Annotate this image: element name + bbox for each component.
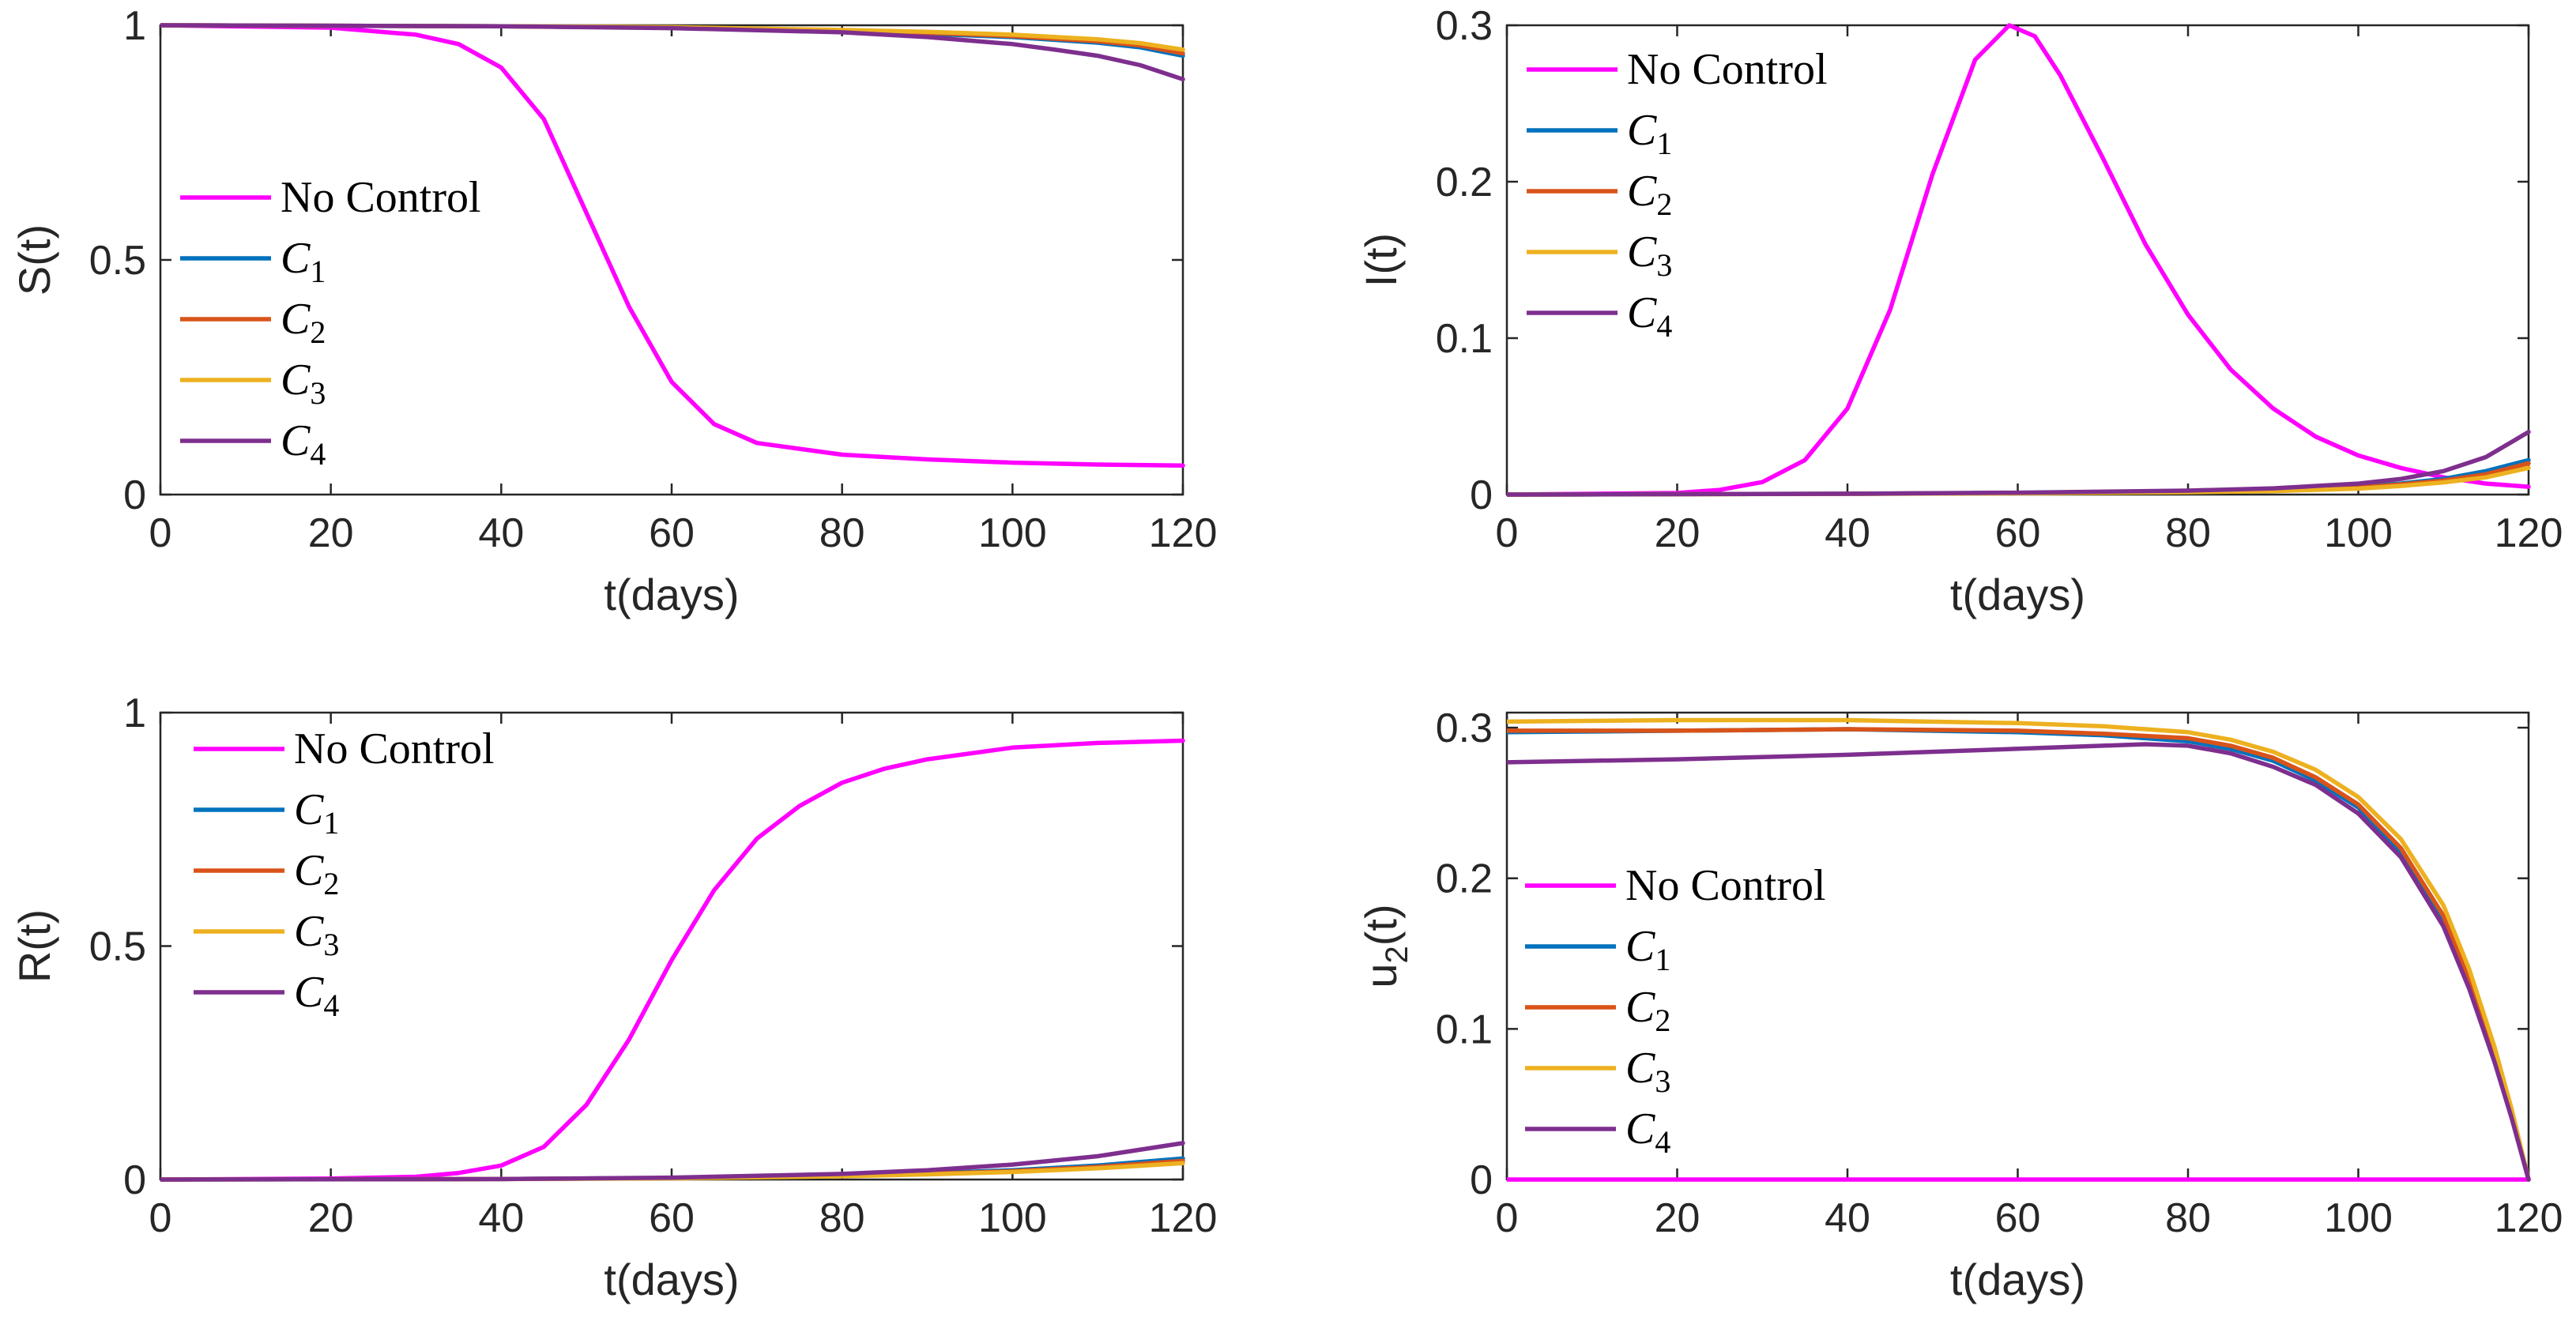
- x-tick-label: 40: [478, 1195, 524, 1241]
- x-tick-label: 100: [2324, 510, 2393, 556]
- x-tick-label: 40: [1825, 1195, 1870, 1241]
- legend-entry: C3: [1625, 1044, 1670, 1099]
- series-line-c4: [160, 1141, 1185, 1182]
- y-tick-label: 1: [123, 3, 146, 49]
- series-lines: [160, 738, 1185, 1182]
- series-line-c4: [1507, 430, 2531, 497]
- series-line-c2: [1507, 727, 2531, 1182]
- x-tick-label: 120: [1149, 1195, 1218, 1241]
- legend-entry: C4: [281, 416, 326, 472]
- y-tick-label: 0.2: [1436, 856, 1493, 902]
- y-tick-label: 0.5: [89, 924, 146, 970]
- legend-entry: C1: [294, 785, 339, 841]
- x-tick-label: 60: [649, 510, 695, 556]
- x-axis-label: t(days): [1950, 570, 2085, 619]
- legend-entry: C1: [1627, 106, 1672, 161]
- legend-entry: C3: [294, 907, 339, 962]
- x-tick-label: 120: [1149, 510, 1218, 556]
- x-tick-label: 40: [478, 510, 524, 556]
- x-tick-label: 100: [2324, 1195, 2393, 1241]
- x-tick-label: 60: [1995, 510, 2041, 556]
- x-tick-label: 120: [2495, 510, 2563, 556]
- y-axis-label: S(t): [9, 224, 59, 295]
- legend-entry: C2: [1625, 983, 1670, 1038]
- y-tick-label: 0.1: [1436, 316, 1493, 362]
- series-line-no-control: [160, 23, 1185, 468]
- legend-entry: C4: [1627, 288, 1672, 344]
- legend-entry: C1: [1625, 922, 1670, 977]
- y-axis-label: u2(t): [1356, 904, 1414, 988]
- series-lines: [160, 23, 1185, 468]
- y-axis-label: R(t): [9, 909, 59, 983]
- legend-entry: C2: [1627, 167, 1672, 222]
- x-tick-label: 80: [819, 510, 865, 556]
- x-tick-label: 20: [308, 510, 354, 556]
- x-tick-label: 60: [649, 1195, 695, 1241]
- legend-entry: C4: [294, 968, 339, 1023]
- x-tick-label: 80: [2165, 510, 2211, 556]
- legend-entry: No Control: [1627, 45, 1828, 94]
- legend-entry: No Control: [1625, 861, 1826, 910]
- y-tick-label: 0.5: [89, 238, 146, 284]
- x-tick-label: 40: [1825, 510, 1870, 556]
- x-tick-label: 0: [149, 510, 172, 556]
- legend-entry: C3: [281, 356, 326, 411]
- x-tick-label: 0: [1496, 510, 1519, 556]
- legend-entry: No Control: [294, 724, 495, 773]
- x-tick-label: 80: [819, 1195, 865, 1241]
- panel-bottom-left: 0 20 40 60 80 100 120 0 0.5 1 t(days) R(t) No Contro…: [9, 690, 1217, 1304]
- y-tick-label: 0.1: [1436, 1007, 1493, 1052]
- legend-entry: C2: [294, 846, 339, 901]
- x-tick-label: 80: [2165, 1195, 2211, 1241]
- x-tick-label: 20: [308, 1195, 354, 1241]
- series-line-c4: [160, 23, 1185, 82]
- x-tick-label: 0: [149, 1195, 172, 1241]
- legend-entry: C2: [281, 295, 326, 350]
- series-line-no-control: [160, 738, 1185, 1182]
- y-tick-label: 0: [123, 1157, 146, 1203]
- series-lines: [1507, 717, 2531, 1182]
- y-tick-label: 0.3: [1436, 3, 1493, 49]
- y-tick-label: 1: [123, 690, 146, 736]
- series-line-no-control: [1507, 23, 2531, 497]
- y-tick-label: 0: [1470, 1157, 1493, 1203]
- x-tick-label: 120: [2495, 1195, 2563, 1241]
- x-tick-label: 20: [1655, 1195, 1700, 1241]
- legend-entry: C3: [1627, 228, 1672, 283]
- x-axis-label: t(days): [604, 1255, 739, 1304]
- x-tick-label: 20: [1655, 510, 1700, 556]
- legend-entry: C4: [1625, 1104, 1670, 1160]
- legend-entry: No Control: [281, 173, 481, 222]
- x-tick-label: 100: [978, 510, 1047, 556]
- y-tick-label: 0.2: [1436, 160, 1493, 205]
- panel-top-right: 0 20 40 60 80 100 120 0 0.1 0.2 0.3 t(days) I(t) No C…: [1356, 3, 2563, 619]
- x-tick-label: 100: [978, 1195, 1047, 1241]
- x-tick-label: 60: [1995, 1195, 2041, 1241]
- series-lines: [1507, 23, 2531, 497]
- series-line-c3: [1507, 717, 2531, 1182]
- x-tick-label: 0: [1496, 1195, 1519, 1241]
- y-axis-label: I(t): [1356, 233, 1406, 287]
- legend-entry: C1: [281, 234, 326, 289]
- y-tick-label: 0: [1470, 472, 1493, 518]
- panel-bottom-right: 0 20 40 60 80 100 120 0 0.1 0.2 0.3 t(days) u2(t) No …: [1356, 706, 2563, 1304]
- y-tick-label: 0.3: [1436, 706, 1493, 751]
- x-axis-label: t(days): [604, 570, 739, 619]
- x-axis-label: t(days): [1950, 1255, 2085, 1304]
- y-tick-label: 0: [123, 472, 146, 518]
- panel-top-left: 0 20 40 60 80 100 120 0 0.5 1 t(days) S(t) No Contro…: [9, 3, 1217, 619]
- series-line-c4: [1507, 742, 2531, 1182]
